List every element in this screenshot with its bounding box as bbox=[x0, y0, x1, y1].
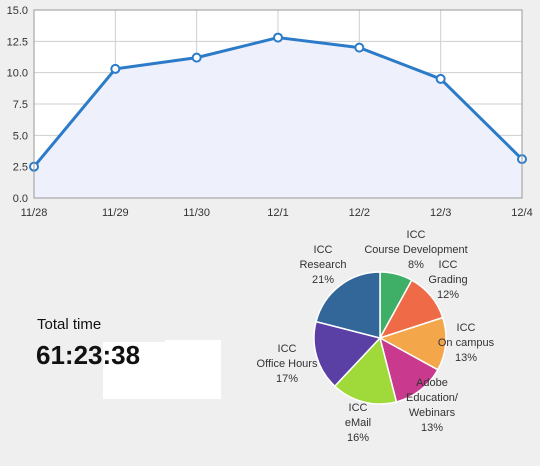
x-tick-label: 11/30 bbox=[183, 207, 210, 219]
y-tick-label: 5.0 bbox=[13, 130, 28, 142]
y-tick-label: 12.5 bbox=[7, 36, 28, 48]
plot-border bbox=[33, 9, 523, 199]
x-tick-label: 12/1 bbox=[267, 207, 288, 219]
pie-slice-label: ICC Research 21% bbox=[299, 244, 346, 286]
pie-slice-label: ICC On campus 13% bbox=[438, 322, 495, 364]
data-point bbox=[354, 42, 365, 53]
pie-slice-label: ICC eMail 16% bbox=[345, 402, 371, 444]
line-chart: 0.0 2.5 5.0 7.5 10.0 12.5 15.0 11/28 11/29 11/30 1… bbox=[7, 5, 533, 219]
total-time-value: 61:23:38 bbox=[36, 340, 141, 370]
y-tick-label: 7.5 bbox=[13, 99, 28, 111]
y-tick-label: 2.5 bbox=[13, 162, 28, 174]
pie-slice-label: Adobe Education/Webinars 13% bbox=[406, 377, 459, 434]
pie-slice-label: ICC Course Development 8% bbox=[364, 229, 467, 271]
data-point bbox=[435, 73, 446, 84]
area-fill bbox=[34, 37, 522, 198]
x-tick-label: 11/28 bbox=[21, 207, 48, 219]
data-point bbox=[273, 32, 283, 43]
x-tick-label: 12/4 bbox=[511, 207, 532, 219]
pie-slice-label: ICC Grading 12% bbox=[428, 259, 467, 301]
data-point bbox=[110, 63, 121, 74]
x-tick-label: 12/3 bbox=[430, 207, 451, 219]
pie-slice-label: ICC Office Hours 17% bbox=[257, 343, 318, 385]
y-tick-label: 10.0 bbox=[7, 68, 28, 80]
data-point bbox=[191, 52, 202, 63]
y-tick-label: 15.0 bbox=[7, 5, 28, 17]
pie-chart: ICC Course Development 8% ICC Grading 12% ICC O… bbox=[257, 229, 495, 444]
pie-slice bbox=[333, 336, 398, 405]
pie-slice bbox=[313, 320, 382, 388]
blank-panel-strip bbox=[165, 340, 221, 360]
x-tick-label: 12/2 bbox=[349, 207, 370, 219]
total-time-label: Total time bbox=[37, 316, 102, 333]
x-tick-label: 11/29 bbox=[102, 207, 129, 219]
y-tick-label: 0.0 bbox=[13, 193, 28, 205]
pie-slice bbox=[315, 271, 381, 339]
